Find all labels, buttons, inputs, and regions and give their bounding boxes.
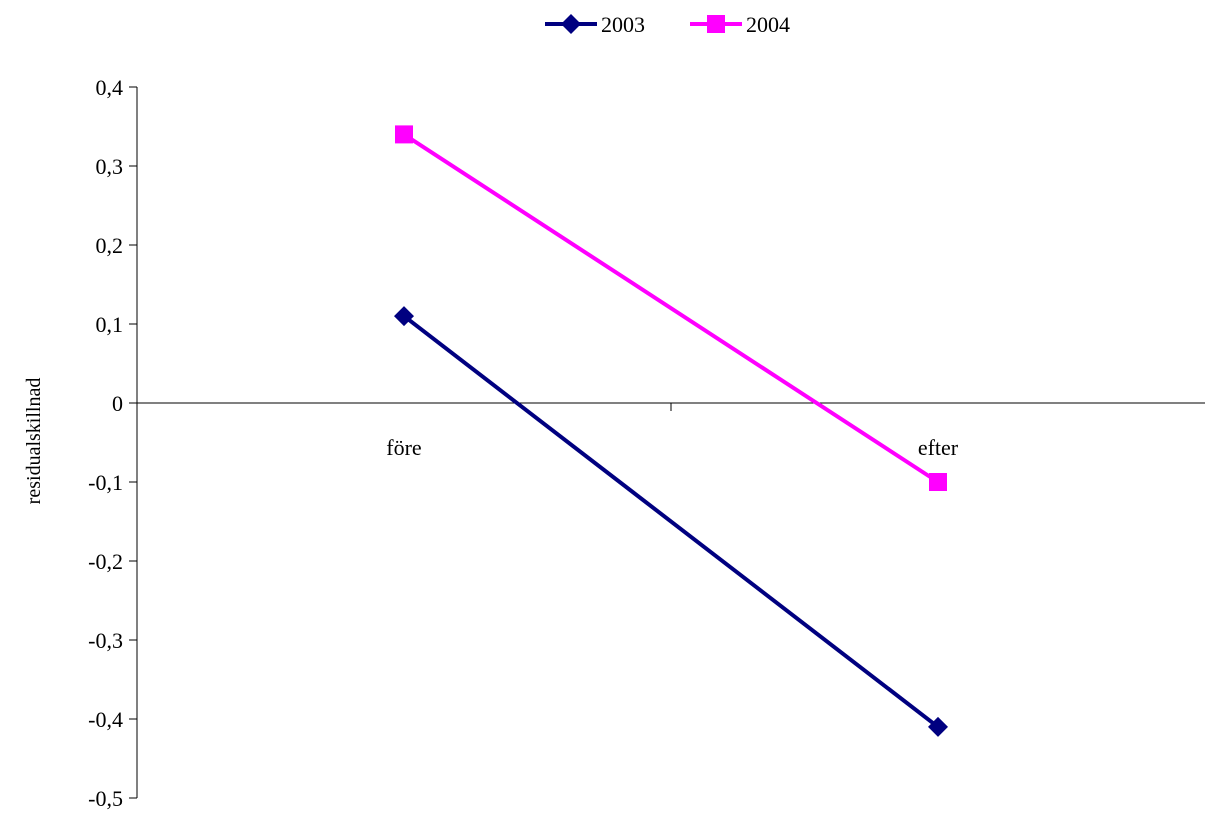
series-line-2003 [402, 314, 940, 729]
series-2003 [394, 306, 948, 737]
y-tick-label: 0,3 [96, 154, 124, 179]
series-2004 [395, 125, 947, 491]
legend-label: 2003 [601, 12, 645, 37]
y-tick-label: -0,4 [88, 707, 123, 732]
data-point-2003 [928, 716, 948, 737]
data-point-2004 [929, 473, 947, 491]
y-tick-label: 0,4 [96, 75, 124, 100]
y-tick-label: 0,2 [96, 233, 124, 258]
y-axis-title: residualskillnad [23, 378, 45, 505]
y-tick-label: -0,1 [88, 470, 123, 495]
y-tick-label: -0,3 [88, 628, 123, 653]
y-tick-label: 0,1 [96, 312, 124, 337]
legend-item-2003: 2003 [545, 12, 645, 37]
x-tick-label: före [386, 435, 421, 460]
legend-item-2004: 2004 [690, 12, 790, 37]
x-tick-label: efter [918, 435, 959, 460]
series-line-2004 [402, 132, 940, 484]
y-tick-label: 0 [112, 391, 123, 416]
data-point-2004 [395, 125, 413, 144]
chart-series [394, 125, 948, 737]
legend-marker [707, 15, 725, 33]
legend-label: 2004 [746, 12, 790, 37]
chart-axes: 0,4 0,3 0,2 0,1 0 -0,1 -0,2 -0,3 -0,4 -0,5 före eft… [88, 75, 1205, 811]
legend-marker [561, 14, 581, 34]
data-point-2003 [394, 306, 414, 327]
y-tick-label: -0,2 [88, 549, 123, 574]
chart-legend: 2003 2004 [545, 12, 790, 37]
y-tick-label: -0,5 [88, 786, 123, 811]
